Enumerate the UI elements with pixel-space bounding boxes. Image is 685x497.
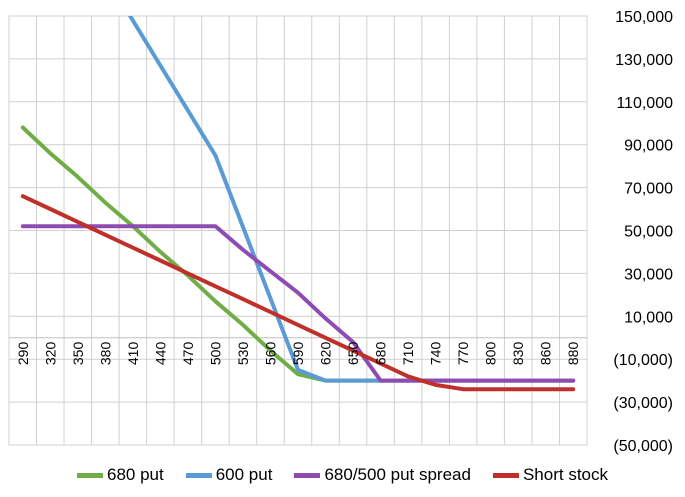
x-tick-label: 590 <box>290 342 306 366</box>
y-tick-label: 90,000 <box>624 138 673 155</box>
legend: 680 put 600 put 680/500 put spread Short… <box>0 462 685 488</box>
legend-label-short-stock: Short stock <box>522 465 609 484</box>
series-line-short-stock <box>20 194 576 392</box>
gridlines <box>9 15 587 446</box>
x-tick-label: 830 <box>510 342 526 366</box>
x-tick-label: 530 <box>235 342 251 366</box>
series-line-680-500-put-spread <box>20 224 576 383</box>
y-tick-label: 150,000 <box>615 9 673 26</box>
x-tick-label: 560 <box>262 342 278 366</box>
y-tick-label: (50,000) <box>613 438 673 455</box>
series-lines <box>20 16 576 392</box>
x-tick-label: 290 <box>15 342 31 366</box>
legend-item-put-spread: 680/500 put spread <box>294 465 471 485</box>
legend-swatch-put-spread <box>294 472 321 478</box>
legend-swatch-680-put <box>76 472 103 478</box>
x-tick-label: 380 <box>97 342 113 366</box>
x-tick-label: 350 <box>70 342 86 366</box>
payoff-chart: 290 320 350 380 410 440 470 500 530 560 590 620 650 6… <box>8 9 673 455</box>
y-tick-label: 110,000 <box>616 95 673 112</box>
x-tick-label: 800 <box>483 342 499 366</box>
y-tick-label: 50,000 <box>624 224 673 241</box>
legend-swatch-short-stock <box>492 472 519 478</box>
y-tick-label: (30,000) <box>613 395 673 412</box>
x-tick-label: 860 <box>538 342 554 366</box>
y-tick-labels: (50,000) (30,000) (10,000) 10,000 30,000 50,0… <box>613 9 673 455</box>
legend-item-680-put: 680 put <box>76 465 164 485</box>
x-tick-label: 320 <box>42 342 58 366</box>
y-tick-label: 10,000 <box>624 309 673 326</box>
x-tick-label: 410 <box>125 342 141 366</box>
legend-item-600-put: 600 put <box>185 465 273 485</box>
x-tick-label: 650 <box>345 342 361 366</box>
x-tick-label: 500 <box>207 342 223 366</box>
legend-label-600-put: 600 put <box>215 465 273 484</box>
y-tick-label: 70,000 <box>624 181 673 198</box>
x-tick-label: 770 <box>455 342 471 366</box>
x-tick-label: 710 <box>400 342 416 366</box>
x-tick-label: 880 <box>565 342 581 366</box>
legend-item-short-stock: Short stock <box>492 465 609 485</box>
legend-swatch-600-put <box>185 472 212 478</box>
x-tick-label: 440 <box>152 342 168 366</box>
x-tick-label: 620 <box>318 342 334 366</box>
x-tick-label: 680 <box>373 342 389 366</box>
x-tick-labels: 290 320 350 380 410 440 470 500 530 560 590 620 650 6… <box>15 342 581 366</box>
legend-label-680-put: 680 put <box>106 465 164 484</box>
y-tick-label: 30,000 <box>624 266 673 283</box>
x-tick-label: 470 <box>180 342 196 366</box>
x-tick-label: 740 <box>428 342 444 366</box>
y-tick-label: (10,000) <box>613 352 673 369</box>
y-tick-label: 130,000 <box>615 52 673 69</box>
legend-label-put-spread: 680/500 put spread <box>324 465 471 484</box>
